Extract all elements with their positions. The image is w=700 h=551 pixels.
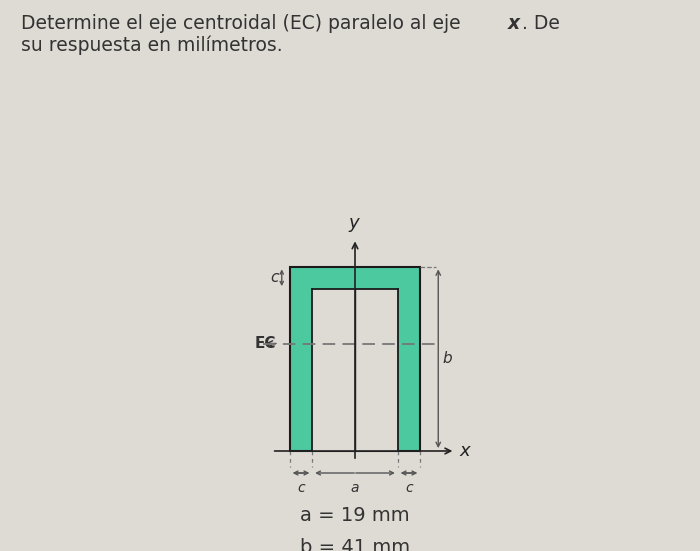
Text: c: c [405,481,413,495]
Text: a: a [351,481,359,495]
Text: a = 19 mm: a = 19 mm [300,506,410,525]
Text: b: b [442,351,452,366]
Bar [312,289,398,451]
Text: x: x [508,14,520,33]
Text: . De: . De [522,14,559,33]
Text: su respuesta en milímetros.: su respuesta en milímetros. [21,36,283,55]
Text: b = 41 mm: b = 41 mm [300,538,410,551]
Text: c: c [270,270,279,285]
Text: Determine el eje centroidal (EC) paralelo al eje: Determine el eje centroidal (EC) paralel… [21,14,467,33]
Bar [290,267,420,451]
Text: $y$: $y$ [349,217,362,235]
Text: $x$: $x$ [459,442,473,460]
Text: c: c [298,481,304,495]
Text: EC: EC [255,336,276,351]
